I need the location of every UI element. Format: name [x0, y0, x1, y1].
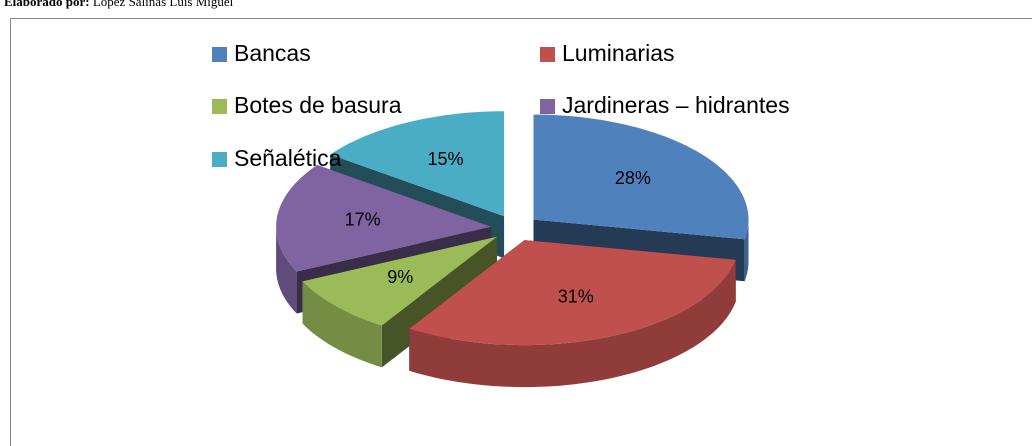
legend-label: Jardineras – hidrantes — [562, 92, 790, 118]
slice-wall — [744, 219, 749, 282]
slice-top — [409, 240, 736, 346]
legend-swatch — [212, 152, 227, 167]
slice-top — [533, 114, 749, 240]
legend-swatch — [540, 47, 555, 62]
legend-label: Señalética — [234, 145, 342, 171]
legend-swatch — [212, 47, 227, 62]
legend-swatch — [540, 99, 555, 114]
slice-wall — [409, 259, 736, 388]
caption-text: López Salinas Luis Miguel — [93, 0, 234, 9]
legend-label: Botes de basura — [234, 92, 402, 118]
pie: 15% 28% 17% 9% 31% — [276, 111, 749, 388]
data-label: 9% — [387, 267, 413, 287]
legend-label: Luminarias — [562, 40, 675, 66]
slice: 31% — [409, 240, 736, 388]
data-label: 31% — [558, 287, 594, 307]
caption-label: Elaborado por: — [4, 0, 90, 9]
legend: Bancas Luminarias Botes de basura Jardinera… — [212, 40, 790, 171]
caption: Elaborado por: López Salinas Luis Miguel — [4, 0, 234, 9]
legend-label: Bancas — [234, 40, 311, 66]
slice-top — [302, 236, 497, 326]
data-label: 15% — [428, 149, 464, 169]
slice-top — [276, 165, 492, 272]
slice-wall — [302, 281, 382, 368]
data-label: 28% — [615, 168, 651, 188]
data-label: 17% — [345, 210, 381, 230]
chart-border — [10, 18, 1032, 446]
slice-wall — [276, 226, 297, 314]
legend-swatch — [212, 99, 227, 114]
slice-top — [330, 111, 505, 217]
